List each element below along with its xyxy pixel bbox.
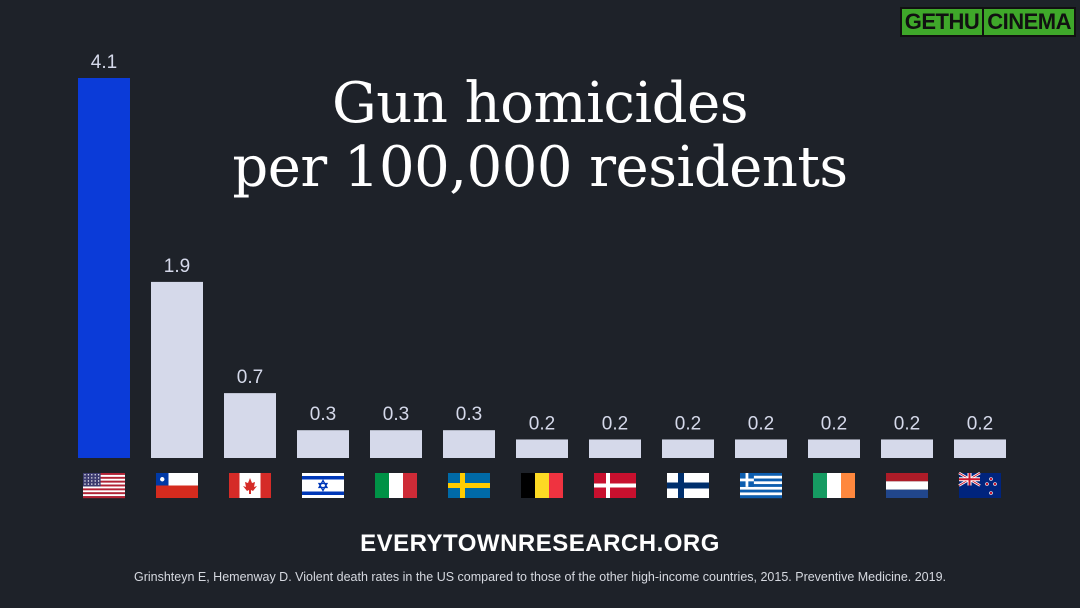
us-flag xyxy=(83,473,125,499)
canada-flag xyxy=(229,473,271,498)
denmark-flag xyxy=(594,473,636,498)
bar-netherlands xyxy=(881,439,933,458)
greece-flag xyxy=(740,473,782,499)
data-label: 0.2 xyxy=(821,413,847,434)
bar-new-zealand xyxy=(954,439,1006,458)
data-label: 4.1 xyxy=(91,52,117,73)
bar-sweden xyxy=(443,430,495,458)
chart-title: Gun homicides per 100,000 residents xyxy=(200,72,880,200)
data-label: 0.2 xyxy=(748,413,774,434)
data-label: 0.7 xyxy=(237,367,263,388)
data-label: 0.2 xyxy=(967,413,993,434)
bar-belgium xyxy=(516,439,568,458)
data-label: 1.9 xyxy=(164,256,190,277)
netherlands-flag xyxy=(886,473,928,498)
belgium-flag xyxy=(521,473,563,498)
chart-title-line-2: per 100,000 residents xyxy=(232,135,848,200)
source-citation: Grinshteyn E, Hemenway D. Violent death … xyxy=(133,570,947,584)
italy-flag xyxy=(375,473,417,498)
finland-flag xyxy=(667,473,709,498)
bar-ireland xyxy=(808,439,860,458)
ireland-flag xyxy=(813,473,855,498)
sweden-flag xyxy=(448,473,490,498)
data-label: 0.3 xyxy=(310,404,336,425)
chart-title-line-1: Gun homicides xyxy=(332,71,748,136)
bar-canada xyxy=(224,393,276,458)
bar-greece xyxy=(735,439,787,458)
israel-flag xyxy=(302,473,344,498)
bar-denmark xyxy=(589,439,641,458)
data-label: 0.2 xyxy=(675,413,701,434)
logo-text-part-1: GETHU xyxy=(899,7,985,37)
logo-text-part-2: CINEMA xyxy=(984,7,1076,37)
data-label: 0.3 xyxy=(383,404,409,425)
bar-chile xyxy=(151,281,203,458)
bar-israel xyxy=(297,430,349,458)
data-label: 0.3 xyxy=(456,404,482,425)
bar-italy xyxy=(370,430,422,458)
data-label: 0.2 xyxy=(529,413,555,434)
bar-united-states xyxy=(78,78,130,458)
website-label: EVERYTOWNRESEARCH.ORG xyxy=(360,530,720,557)
new-zealand-flag xyxy=(958,471,1001,498)
chile-flag xyxy=(156,473,198,498)
bar-finland xyxy=(662,439,714,458)
watermark-logo: GETHU CINEMA xyxy=(899,6,1076,38)
data-label: 0.2 xyxy=(894,413,920,434)
data-label: 0.2 xyxy=(602,413,628,434)
